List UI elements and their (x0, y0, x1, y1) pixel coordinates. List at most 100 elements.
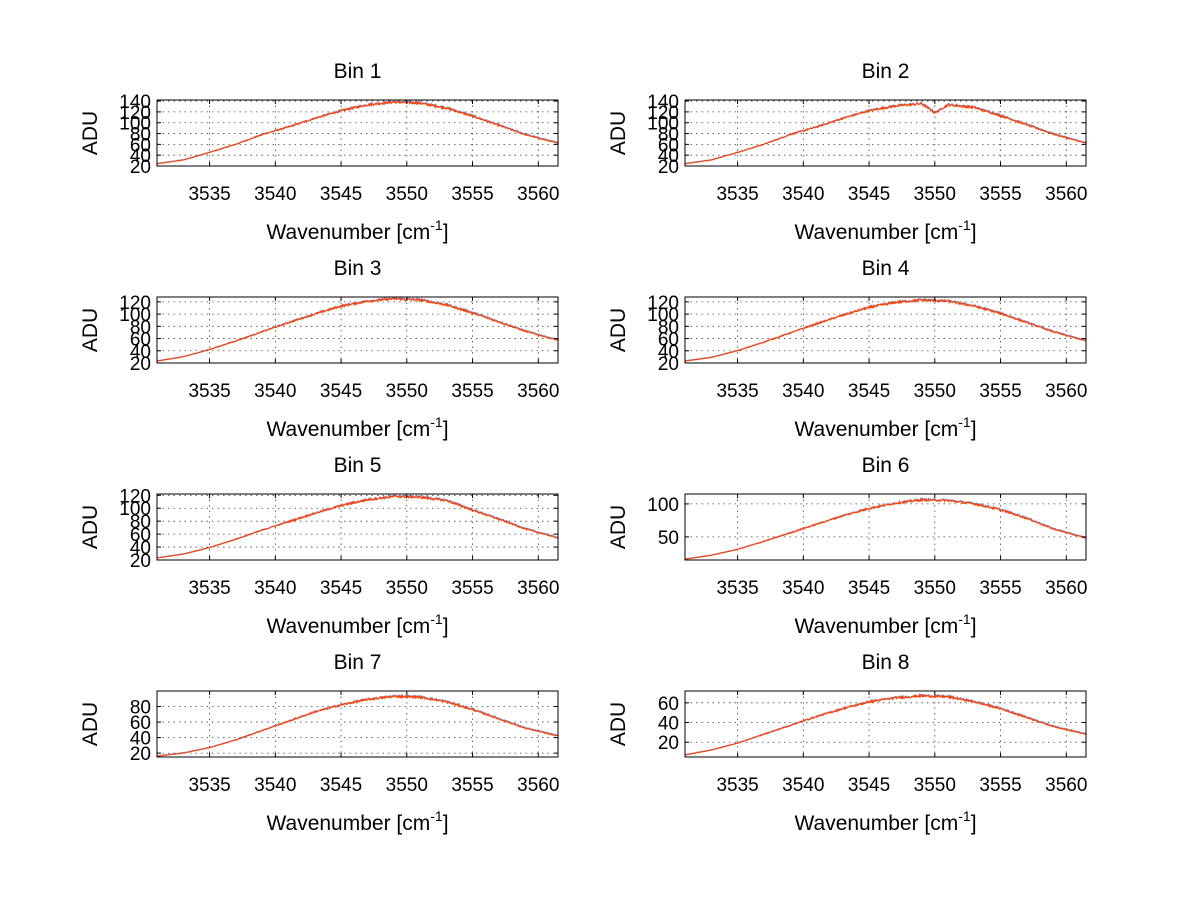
x-tick-label: 3555 (451, 578, 493, 599)
x-tick-label: 3545 (320, 578, 362, 599)
x-axis-label-end: ] (443, 615, 449, 638)
y-tick-label: 120 (647, 293, 679, 314)
x-axis-label-text: Wavenumber [cm (794, 418, 958, 441)
x-tick-label: 3540 (782, 578, 824, 599)
y-tick-label: 80 (130, 512, 151, 533)
x-axis-label-text: Wavenumber [cm (794, 812, 958, 835)
x-axis-label: Wavenumber [cm-1] (794, 808, 976, 835)
x-tick-label: 3550 (386, 578, 428, 599)
x-tick-label: 3545 (848, 578, 890, 599)
x-axis-label: Wavenumber [cm-1] (794, 611, 976, 638)
x-axis-label-sup: -1 (430, 808, 443, 824)
y-tick-label: 40 (658, 146, 679, 167)
y-tick-label: 50 (658, 528, 679, 549)
y-axis-label: ADU (79, 111, 102, 155)
plot-frame (684, 99, 1087, 167)
x-tick-label: 3545 (848, 775, 890, 796)
y-tick-label: 40 (130, 538, 151, 559)
y-axis-label: ADU (607, 505, 630, 549)
x-tick-label: 3540 (254, 184, 296, 205)
x-axis-label-text: Wavenumber [cm (794, 221, 958, 244)
plot-frame (156, 690, 559, 758)
x-axis-label-text: Wavenumber [cm (794, 615, 958, 638)
x-axis-label-sup: -1 (958, 611, 971, 627)
plot-frame (684, 296, 1087, 364)
x-axis-label-end: ] (443, 812, 449, 835)
x-axis-label-sup: -1 (958, 217, 971, 233)
x-axis-label-end: ] (443, 418, 449, 441)
x-tick-label: 3535 (188, 578, 230, 599)
y-tick-label: 120 (647, 103, 679, 124)
y-axis-label: ADU (79, 702, 102, 746)
x-axis-label-sup: -1 (958, 808, 971, 824)
plot-frame (684, 493, 1087, 561)
x-tick-label: 3545 (320, 381, 362, 402)
series-line (684, 497, 1087, 560)
y-tick-label: 60 (130, 135, 151, 156)
y-tick-label: 100 (119, 114, 151, 135)
x-axis-label-text: Wavenumber [cm (266, 812, 430, 835)
y-tick-label: 120 (119, 486, 151, 507)
x-axis-label-end: ] (971, 418, 977, 441)
plot-frame (156, 493, 559, 561)
y-tick-label: 120 (119, 103, 151, 124)
x-tick-label: 3560 (517, 775, 559, 796)
x-axis-label-sup: -1 (430, 217, 443, 233)
x-tick-label: 3550 (386, 184, 428, 205)
series-shadow-line (685, 101, 1087, 164)
series-line (156, 100, 559, 165)
x-tick-label: 3540 (254, 381, 296, 402)
y-tick-label: 20 (130, 354, 151, 375)
x-tick-label: 3535 (188, 381, 230, 402)
y-axis-label: ADU (79, 505, 102, 549)
y-tick-label: 140 (647, 92, 679, 113)
y-tick-label: 20 (130, 551, 151, 572)
series-line (684, 298, 1087, 362)
subplot-3: Bin 3 3535 3540 3545 3550 3555 3560 20406080100… (79, 257, 559, 441)
y-tick-label: 80 (658, 317, 679, 338)
y-tick-label: 60 (130, 330, 151, 351)
y-tick-label: 100 (119, 305, 151, 326)
x-axis-label-end: ] (971, 812, 977, 835)
x-axis-label-end: ] (971, 615, 977, 638)
y-tick-label: 40 (130, 146, 151, 167)
x-tick-label: 3545 (848, 184, 890, 205)
x-tick-label: 3555 (979, 578, 1021, 599)
chart-title: Bin 4 (862, 257, 910, 280)
y-axis-label: ADU (607, 308, 630, 352)
series-shadow-line (685, 297, 1087, 362)
x-tick-label: 3535 (188, 775, 230, 796)
x-tick-label: 3540 (254, 578, 296, 599)
x-tick-label: 3535 (716, 578, 758, 599)
y-tick-label: 40 (658, 342, 679, 363)
x-tick-label: 3545 (320, 775, 362, 796)
y-tick-label: 20 (658, 733, 679, 754)
x-axis-label: Wavenumber [cm-1] (266, 217, 448, 244)
y-tick-label: 40 (130, 729, 151, 750)
x-tick-label: 3550 (914, 184, 956, 205)
chart-title: Bin 5 (334, 454, 382, 477)
x-tick-label: 3535 (188, 184, 230, 205)
subplot-2: Bin 2 3535 3540 3545 3550 3555 3560 20406080100… (607, 60, 1087, 244)
x-axis-label-end: ] (971, 221, 977, 244)
plot-frame (684, 690, 1087, 758)
x-tick-label: 3550 (914, 381, 956, 402)
x-tick-label: 3550 (386, 775, 428, 796)
x-tick-label: 3545 (320, 184, 362, 205)
x-axis-label: Wavenumber [cm-1] (794, 217, 976, 244)
chart-title: Bin 7 (334, 651, 382, 674)
x-tick-label: 3550 (386, 381, 428, 402)
y-tick-label: 60 (658, 135, 679, 156)
y-tick-label: 40 (130, 342, 151, 363)
x-axis-label: Wavenumber [cm-1] (266, 414, 448, 441)
y-tick-label: 40 (658, 714, 679, 735)
chart-title: Bin 1 (334, 60, 382, 83)
x-axis-label-text: Wavenumber [cm (266, 418, 430, 441)
x-tick-label: 3540 (254, 775, 296, 796)
chart-title: Bin 8 (862, 651, 910, 674)
x-tick-label: 3555 (979, 775, 1021, 796)
plot-frame (156, 99, 559, 167)
y-axis-label: ADU (607, 111, 630, 155)
